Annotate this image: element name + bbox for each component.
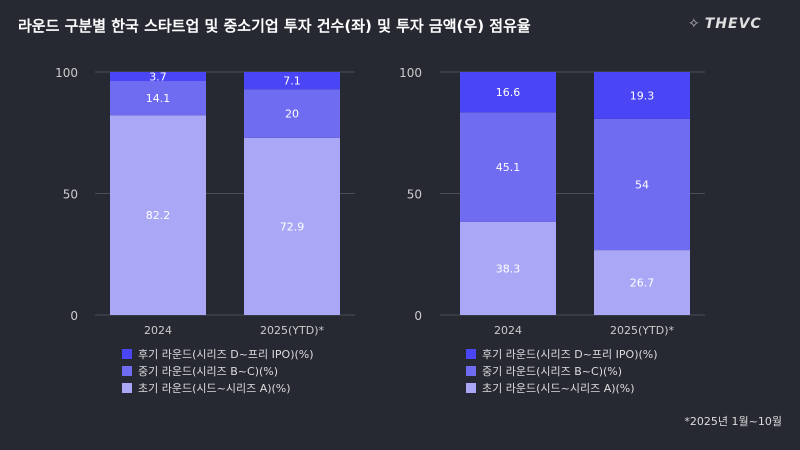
legend-item: 후기 라운드(시리즈 D~프리 IPO)(%): [122, 345, 314, 362]
logo-icon: ✧: [688, 16, 701, 32]
legend-swatch: [122, 382, 132, 393]
bar-segment: [594, 72, 690, 119]
bar-segment: [594, 118, 690, 251]
legend-swatch: [466, 348, 476, 359]
y-tick-label: 0: [70, 309, 78, 323]
data-label: 3.7: [149, 70, 167, 83]
x-tick-label: 2024: [144, 324, 172, 337]
legend-item: 중기 라운드(시리즈 B~C)(%): [122, 362, 314, 379]
legend-swatch: [466, 382, 476, 393]
legend-swatch: [122, 365, 132, 376]
y-tick-label: 50: [407, 188, 422, 202]
bar-segment: [460, 112, 556, 222]
legend-label: 중기 라운드(시리즈 B~C)(%): [138, 364, 279, 378]
y-tick-label: 50: [63, 188, 78, 202]
legend-label: 중기 라운드(시리즈 B~C)(%): [482, 364, 623, 378]
y-tick-label: 0: [414, 309, 422, 323]
y-tick-label: 100: [399, 66, 422, 80]
legend-left: 후기 라운드(시리즈 D~프리 IPO)(%) 중기 라운드(시리즈 B~C)(%…: [122, 345, 314, 396]
data-label: 19.3: [630, 89, 655, 102]
x-tick-label: 2024: [494, 324, 522, 337]
data-label: 45.1: [496, 161, 521, 174]
legend-label: 후기 라운드(시리즈 D~프리 IPO)(%): [482, 347, 658, 361]
page-title: 라운드 구분별 한국 스타트업 및 중소기업 투자 건수(좌) 및 투자 금액(…: [18, 17, 531, 35]
bar-segment: [460, 72, 556, 113]
bar-segment: [244, 137, 340, 315]
thevc-logo: ✧ THEVC: [688, 16, 762, 32]
bar-segment: [110, 72, 206, 81]
bar-segment: [244, 72, 340, 90]
legend-item: 중기 라운드(시리즈 B~C)(%): [466, 362, 658, 379]
bar-segment: [594, 250, 690, 315]
legend-swatch: [466, 365, 476, 376]
legend-item: 초기 라운드(시드~시리즈 A)(%): [122, 379, 314, 396]
y-tick-label: 100: [55, 66, 78, 80]
footnote: *2025년 1월~10월: [684, 415, 782, 428]
logo-text: THEVC: [704, 16, 762, 32]
data-label: 72.9: [280, 220, 305, 233]
legend-item: 후기 라운드(시리즈 D~프리 IPO)(%): [466, 345, 658, 362]
legend-right: 후기 라운드(시리즈 D~프리 IPO)(%) 중기 라운드(시리즈 B~C)(%…: [466, 345, 658, 396]
data-label: 7.1: [283, 75, 301, 88]
legend-label: 초기 라운드(시드~시리즈 A)(%): [482, 381, 635, 395]
data-label: 38.3: [496, 262, 521, 275]
bar-segment: [110, 115, 206, 315]
data-label: 54: [635, 179, 649, 192]
bar-segment: [460, 221, 556, 315]
data-label: 82.2: [146, 209, 171, 222]
x-tick-label: 2025(YTD)*: [260, 324, 324, 337]
legend-label: 초기 라운드(시드~시리즈 A)(%): [138, 381, 291, 395]
data-label: 26.7: [630, 277, 655, 290]
legend-label: 후기 라운드(시리즈 D~프리 IPO)(%): [138, 347, 314, 361]
x-tick-label: 2025(YTD)*: [610, 324, 674, 337]
data-label: 16.6: [496, 86, 521, 99]
legend-swatch: [122, 348, 132, 359]
data-label: 14.1: [146, 92, 171, 105]
bar-segment: [110, 80, 206, 116]
data-label: 20: [285, 108, 299, 121]
bar-segment: [244, 89, 340, 138]
legend-item: 초기 라운드(시드~시리즈 A)(%): [466, 379, 658, 396]
